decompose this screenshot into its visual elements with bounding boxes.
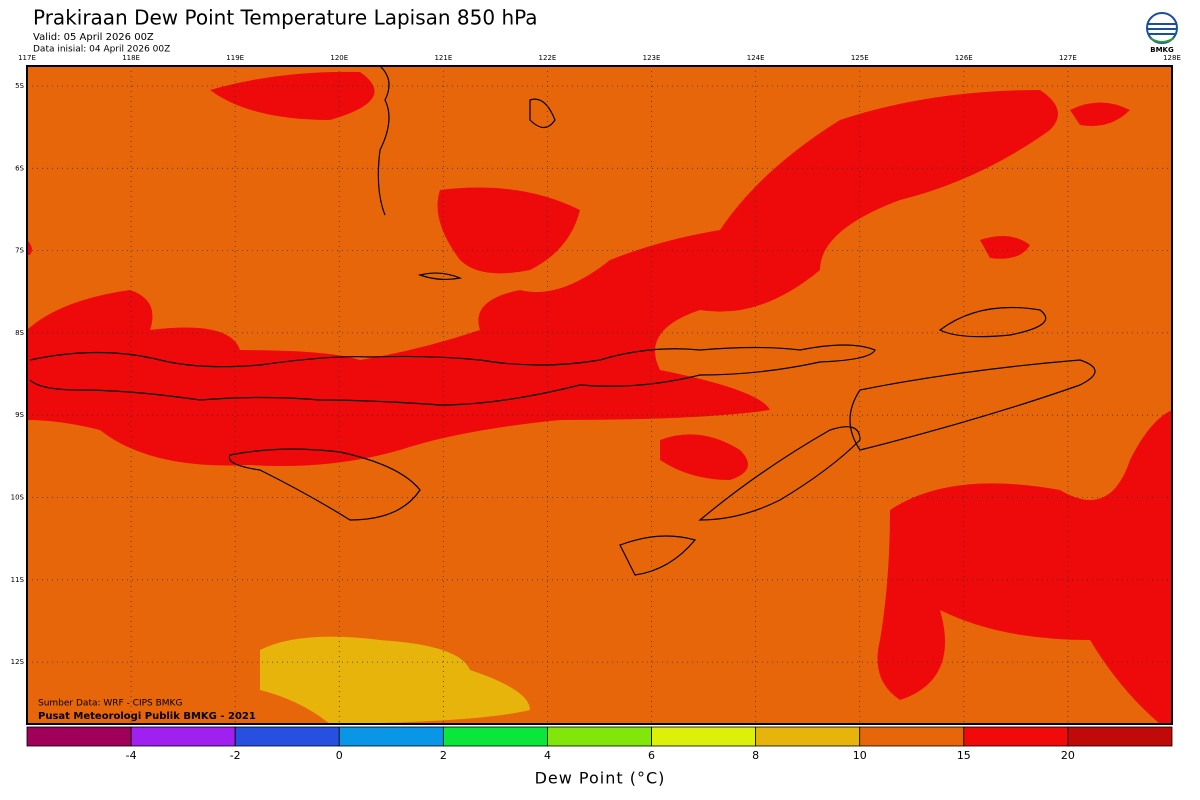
colorbar-swatch (338, 726, 444, 747)
longitude-label: 122E (539, 54, 557, 62)
credit: Pusat Meteorologi Publik BMKG - 2021 (38, 711, 256, 722)
longitude-label: 118E (122, 54, 140, 62)
colorbar-swatch (130, 726, 236, 747)
logo-text: BMKG (1150, 46, 1174, 54)
longitude-label: 121E (434, 54, 452, 62)
latitude-label: 7S (15, 247, 24, 255)
colorbar-swatch (1067, 726, 1173, 747)
colorbar-tick-label: 0 (336, 749, 343, 762)
latitude-label: 12S (11, 658, 25, 666)
source: Sumber Data: WRF - CIPS BMKG (38, 699, 182, 709)
colorbar-swatch (755, 726, 861, 747)
longitude-label: 124E (747, 54, 765, 62)
latitude-label: 9S (15, 411, 24, 419)
longitude-label: 119E (226, 54, 244, 62)
colorbar-tick-label: 8 (752, 749, 759, 762)
init-time: Data inisial: 04 April 2026 00Z (33, 45, 170, 55)
colorbar-swatch (859, 726, 965, 747)
longitude-label: 117E (18, 54, 36, 62)
colorbar-tick-label: -2 (230, 749, 241, 762)
latitude-label: 8S (15, 329, 24, 337)
longitude-label: 126E (955, 54, 973, 62)
colorbar-swatch (547, 726, 652, 747)
colorbar-label: Dew Point (°C) (535, 769, 666, 788)
colorbar-swatch (234, 726, 340, 747)
colorbar-tick-label: 4 (544, 749, 551, 762)
colorbar-tick-label: -4 (126, 749, 137, 762)
title: Prakiraan Dew Point Temperature Lapisan … (33, 6, 538, 30)
map-field (27, 65, 1172, 724)
latitude-label: 5S (15, 82, 24, 90)
colorbar-tick-label: 6 (648, 749, 655, 762)
longitude-label: 120E (330, 54, 348, 62)
colorbar-swatch (651, 726, 757, 747)
colorbar-tick-label: 20 (1061, 749, 1075, 762)
colorbar-tick-label: 10 (853, 749, 867, 762)
longitude-label: 128E (1163, 54, 1181, 62)
longitude-label: 125E (851, 54, 869, 62)
colorbar-tick-label: 15 (957, 749, 971, 762)
valid-time: Valid: 05 April 2026 00Z (33, 32, 154, 43)
longitude-label: 123E (643, 54, 661, 62)
latitude-label: 6S (15, 164, 24, 172)
colorbar-swatch (26, 726, 132, 747)
longitude-label: 127E (1059, 54, 1077, 62)
latitude-label: 10S (11, 494, 25, 502)
colorbar-tick-label: 2 (440, 749, 447, 762)
logo (1146, 12, 1178, 44)
colorbar-swatch (963, 726, 1069, 747)
map-frame (26, 65, 1173, 725)
latitude-label: 11S (11, 576, 25, 584)
colorbar-swatch (442, 726, 548, 747)
